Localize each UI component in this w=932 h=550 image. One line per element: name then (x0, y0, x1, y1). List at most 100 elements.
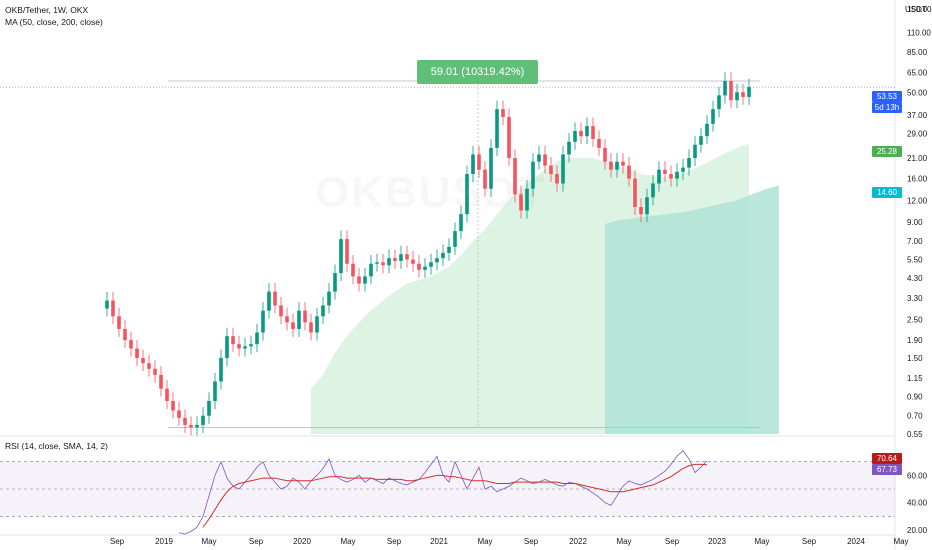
candle-body (195, 424, 199, 428)
candle-body (603, 147, 607, 162)
candle-body (693, 144, 697, 158)
candle-body (315, 316, 319, 333)
y-tick-label: 5.50 (907, 256, 923, 265)
candle-body (399, 254, 403, 261)
candle-body (747, 87, 751, 97)
candle-body (345, 239, 349, 264)
candle-body (459, 214, 463, 232)
candle-body (237, 344, 241, 349)
candle-body (123, 328, 127, 341)
measure-label[interactable]: 59.01 (10319.42%) 5901 (417, 60, 538, 102)
candle-body (507, 117, 511, 158)
y-tick-label: 4.30 (907, 274, 923, 283)
y-tick-label: 29.00 (907, 130, 928, 139)
candle-body (135, 348, 139, 358)
ma50-price-tag: 25.28 (872, 146, 902, 157)
x-tick-label: Sep (387, 537, 402, 546)
candle-body (369, 263, 373, 277)
y-tick-label: 2.50 (907, 315, 923, 324)
rsi-tick-label: 20.00 (907, 526, 928, 535)
candle-body (405, 254, 409, 260)
candle-body (627, 165, 631, 179)
x-tick-label: 2020 (293, 537, 311, 546)
candle-body (333, 273, 337, 292)
candle-body (225, 336, 229, 358)
candle-body (435, 258, 439, 263)
candle-body (363, 276, 367, 284)
bar-countdown-tag: 5d 13h (872, 102, 902, 113)
rsi-value-tag: 70.64 (872, 453, 902, 464)
candle-body (633, 178, 637, 207)
x-tick-label: 2024 (847, 537, 865, 546)
candle-body (717, 95, 721, 110)
candle-body (129, 340, 133, 349)
currency-label: USDT (905, 5, 927, 14)
candle-body (699, 136, 703, 145)
candle-body (111, 300, 115, 317)
ma-indicator-label[interactable]: MA (50, close, 200, close) (5, 17, 103, 27)
candle-body (105, 300, 109, 309)
symbol-title[interactable]: OKB/Tether, 1W, OKX (5, 5, 89, 15)
candle-body (465, 174, 469, 215)
candle-body (501, 109, 505, 118)
y-tick-label: 12.00 (907, 196, 928, 205)
candle-body (423, 266, 427, 270)
candle-body (411, 259, 415, 264)
candle-body (261, 310, 265, 333)
y-tick-label: 65.00 (907, 68, 928, 77)
rsi-tick-label: 60.00 (907, 471, 928, 480)
ma200-price-tag: 14.60 (872, 187, 902, 198)
symbol-watermark: OKBUSDT (315, 168, 547, 217)
candle-body (705, 123, 709, 137)
rsi-sma-line (202, 463, 708, 528)
candle-body (711, 109, 715, 124)
candle-body (351, 263, 355, 277)
candle-body (555, 174, 559, 184)
candle-body (441, 252, 445, 259)
candle-body (207, 401, 211, 416)
rsi-indicator-label[interactable]: RSI (14, close, SMA, 14, 2) (5, 441, 108, 451)
candle-body (303, 310, 307, 323)
candle-body (723, 81, 727, 96)
candle-body (645, 197, 649, 215)
candle-body (297, 310, 301, 329)
candle-body (513, 157, 517, 195)
candle-body (663, 169, 667, 175)
candle-body (675, 171, 679, 179)
candle-body (477, 154, 481, 170)
candle-body (201, 415, 205, 425)
x-tick-label: Sep (665, 537, 680, 546)
candle-body (483, 169, 487, 189)
y-tick-label: 37.00 (907, 111, 928, 120)
y-tick-label: 9.00 (907, 218, 923, 227)
last-price-tag: 53.53 (872, 91, 902, 102)
candle-body (549, 165, 553, 175)
candle-body (177, 410, 181, 418)
candle-body (537, 154, 541, 162)
candle-body (561, 154, 565, 184)
candle-body (489, 147, 493, 189)
candle-body (495, 109, 499, 148)
candle-body (219, 357, 223, 382)
candle-body (327, 291, 331, 306)
y-tick-label: 16.00 (907, 175, 928, 184)
candle-body (255, 332, 259, 345)
candle-body (615, 161, 619, 170)
candle-body (471, 154, 475, 175)
candle-body (597, 138, 601, 148)
y-tick-label: 150.00 (907, 5, 932, 14)
x-tick-label: May (477, 537, 492, 546)
candle-body (285, 316, 289, 323)
candle-body (735, 92, 739, 101)
x-tick-label: Sep (110, 537, 125, 546)
y-tick-label: 1.15 (907, 374, 923, 383)
candle-body (447, 246, 451, 253)
candle-body (393, 258, 397, 261)
candle-body (189, 424, 193, 428)
candle-body (657, 169, 661, 184)
candle-body (417, 263, 421, 270)
candle-body (267, 291, 271, 311)
candle-body (321, 305, 325, 317)
